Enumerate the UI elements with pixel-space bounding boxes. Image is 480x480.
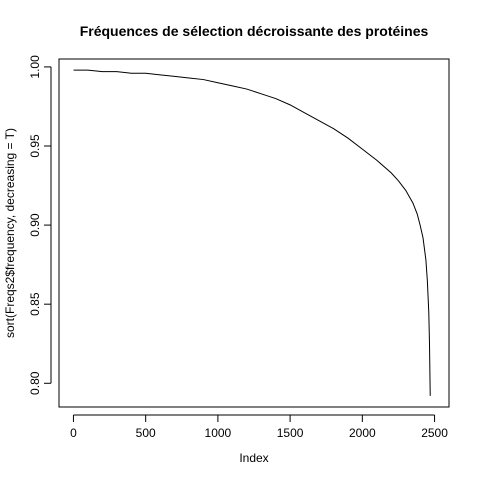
y-tick-label: 0.85 bbox=[28, 292, 42, 316]
plot-frame bbox=[58, 58, 450, 408]
x-tick-label: 500 bbox=[136, 426, 156, 440]
y-tick-label: 0.90 bbox=[28, 213, 42, 237]
y-axis: 0.80 0.85 0.90 0.95 1.00 bbox=[28, 55, 52, 395]
y-tick-label: 0.80 bbox=[28, 371, 42, 395]
series-line bbox=[73, 69, 431, 396]
x-tick-label: 1500 bbox=[277, 426, 304, 440]
y-tick-label: 1.00 bbox=[28, 55, 42, 79]
x-axis-title: Index bbox=[239, 451, 268, 465]
x-tick-label: 2000 bbox=[349, 426, 376, 440]
x-tick-label: 1000 bbox=[205, 426, 232, 440]
y-tick-label: 0.95 bbox=[28, 134, 42, 158]
x-tick-label: 2500 bbox=[421, 426, 448, 440]
chart-title: Fréquences de sélection décroissante des… bbox=[80, 23, 429, 39]
x-axis: 0 500 1000 1500 2000 2500 bbox=[70, 414, 448, 440]
y-axis-title: sort(Freqs2$frequency, decreasing = T) bbox=[3, 128, 17, 338]
x-tick-label: 0 bbox=[70, 426, 77, 440]
